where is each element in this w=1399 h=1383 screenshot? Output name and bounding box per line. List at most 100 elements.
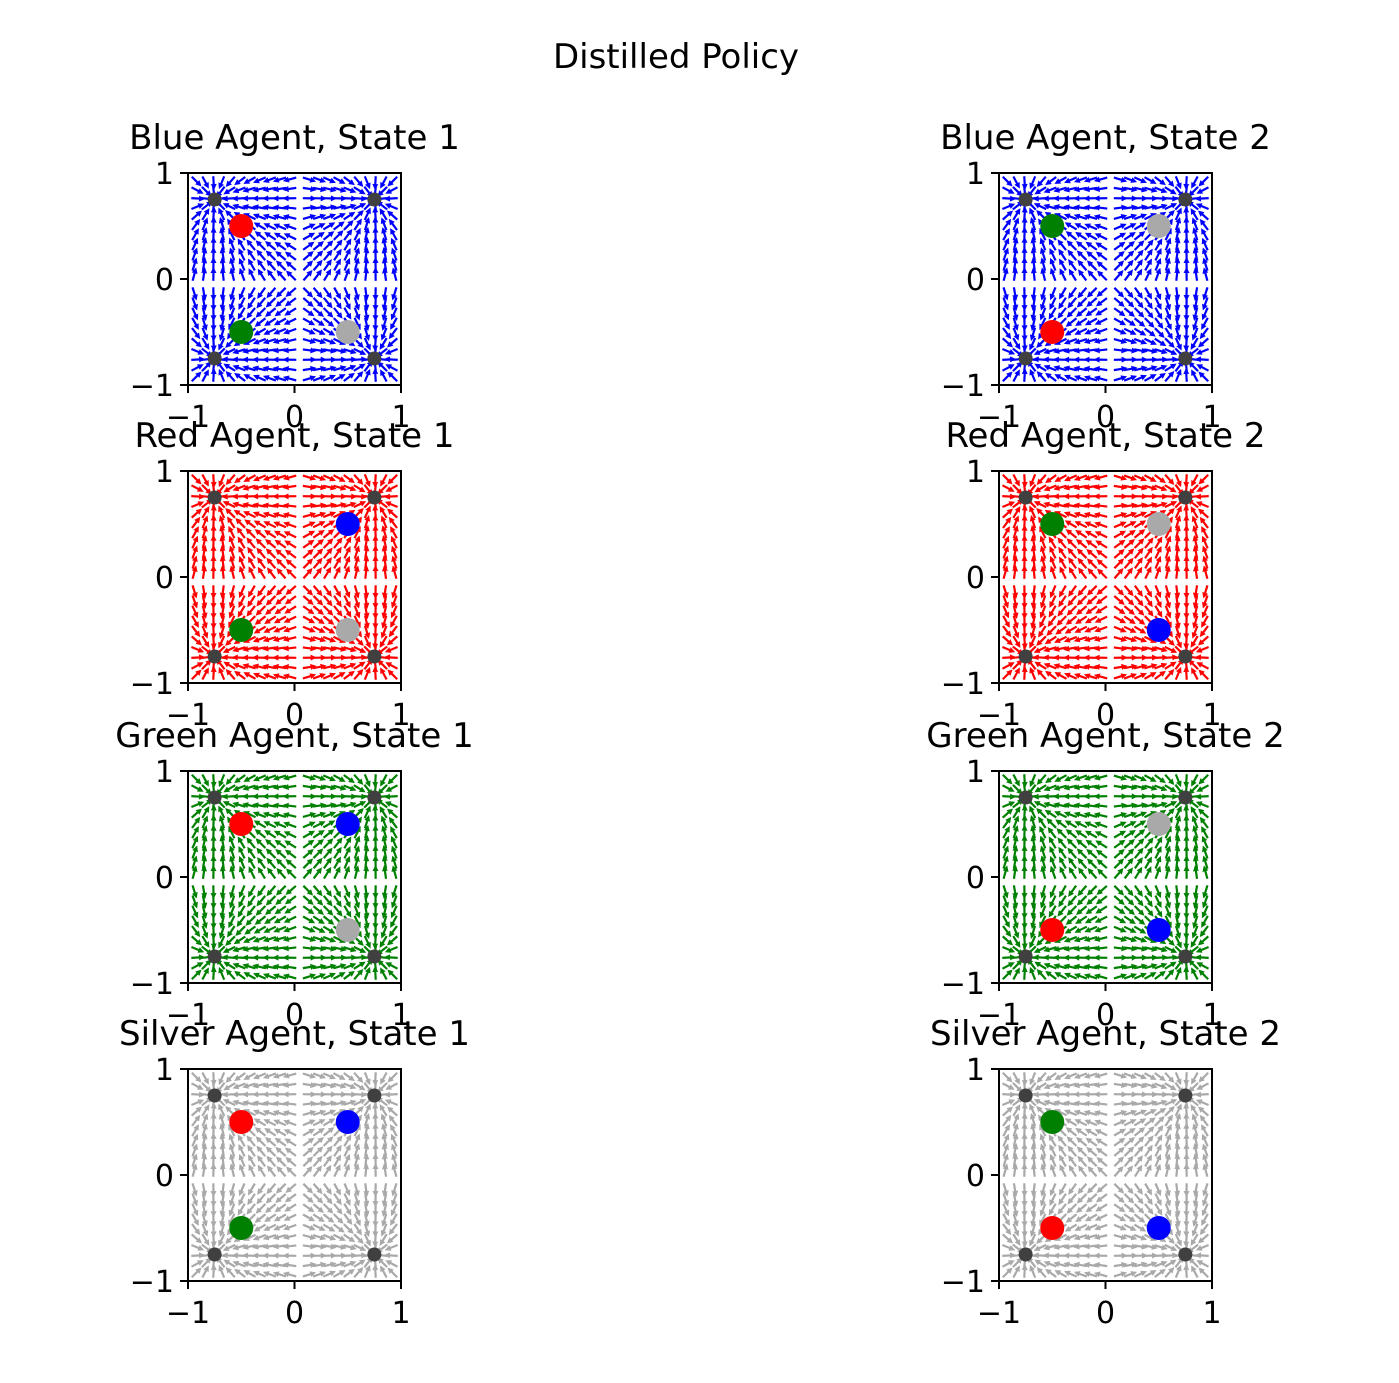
vector-arrowhead (384, 801, 392, 807)
x-tick-label: −1 (977, 400, 1021, 435)
x-tick-label: −1 (977, 698, 1021, 733)
vector-arrowhead (1013, 622, 1019, 629)
vector-arrowhead (1130, 511, 1138, 518)
vector-arrowhead (1073, 663, 1080, 670)
vector-arrowhead (1197, 639, 1205, 646)
vector-arrowhead (357, 180, 364, 188)
vector-arrowhead (381, 612, 388, 619)
vector-arrowhead (1073, 673, 1081, 679)
vector-arrowhead (357, 939, 364, 947)
vector-arrowhead (275, 598, 282, 605)
vector-arrowhead (1130, 375, 1138, 381)
vector-arrowhead (380, 333, 387, 341)
vector-arrowhead (1146, 248, 1153, 256)
vector-arrowhead (1043, 801, 1050, 808)
vector-arrowhead (1021, 623, 1028, 630)
vector-arrowhead (345, 546, 351, 553)
vector-arrowhead (381, 835, 388, 842)
vector-arrowhead (1086, 291, 1094, 298)
vector-arrowhead (262, 204, 269, 211)
vector-arrowhead (1021, 603, 1028, 610)
vector-arrowhead (242, 784, 250, 791)
vector-arrowhead (262, 973, 270, 979)
vector-arrowhead (1040, 257, 1046, 264)
vector-arrowhead (1013, 631, 1020, 639)
vector-arrowhead (243, 937, 250, 943)
vector-arrowhead (326, 599, 333, 607)
vector-arrowhead (1096, 859, 1103, 866)
vector-arrowhead (350, 501, 357, 508)
vector-arrowhead (1156, 238, 1163, 246)
vector-arrowhead (202, 815, 209, 823)
vector-arrowhead (1119, 319, 1127, 326)
vector-arrowhead (356, 218, 362, 226)
vector-arrowhead (363, 612, 370, 620)
vector-arrowhead (1030, 304, 1037, 312)
vector-arrowhead (1190, 506, 1197, 513)
vector-arrowhead (256, 899, 263, 907)
vector-arrowhead (1147, 610, 1154, 617)
y-tick-label: −1 (941, 667, 985, 702)
vector-arrowhead (391, 891, 398, 899)
vector-arrowhead (1032, 654, 1039, 661)
vector-arrowhead (325, 890, 332, 897)
vector-arrowhead (318, 927, 326, 933)
vector-arrowhead (195, 210, 203, 217)
vector-arrowhead (284, 540, 291, 547)
vector-arrowhead (1066, 838, 1073, 845)
vector-arrowhead (1073, 811, 1081, 818)
vector-arrowhead (1083, 186, 1090, 193)
vector-arrowhead (1201, 237, 1208, 245)
vector-arrowhead (1036, 939, 1043, 947)
vector-arrowhead (372, 943, 379, 950)
vector-arrowhead (252, 511, 260, 518)
vector-arrowhead (272, 213, 280, 220)
vector-arrowhead (380, 967, 386, 975)
vector-arrowhead (242, 802, 249, 808)
vector-arrowhead (1096, 559, 1103, 566)
vector-arrowhead (363, 524, 370, 532)
vector-arrowhead (1191, 515, 1198, 523)
vector-arrowhead (252, 502, 259, 509)
vector-arrowhead (381, 602, 388, 609)
vector-arrowhead (1021, 903, 1028, 910)
vector-arrowhead (275, 898, 282, 905)
vector-arrowhead (309, 673, 317, 680)
vector-arrowhead (372, 481, 379, 489)
vector-arrowhead (365, 666, 371, 674)
vector-arrowhead (309, 213, 317, 220)
vector-arrowhead (284, 251, 292, 258)
vector-arrowhead (1043, 187, 1051, 194)
vector-arrowhead (1167, 630, 1173, 638)
vector-arrowhead (273, 627, 280, 633)
vector-arrowhead (1096, 290, 1103, 297)
vector-arrowhead (1120, 375, 1128, 382)
vector-arrowhead (218, 632, 225, 639)
y-tick-label: 1 (966, 455, 985, 490)
vector-arrowhead (191, 555, 198, 563)
vector-arrowhead (1030, 226, 1037, 234)
vector-arrowhead (349, 364, 357, 371)
vector-arrowhead (1055, 819, 1062, 826)
vector-arrowhead (1169, 661, 1177, 668)
vector-arrowhead (309, 627, 316, 633)
vector-arrowhead (1191, 217, 1198, 225)
vector-arrowhead (1077, 589, 1084, 597)
vector-arrowhead (1049, 546, 1055, 553)
vector-arrowhead (221, 654, 228, 661)
vector-arrowhead (1192, 324, 1198, 331)
vector-arrowhead (1156, 303, 1162, 310)
vector-arrowhead (390, 237, 397, 245)
vector-arrowhead (1083, 636, 1091, 643)
vector-arrowhead (196, 662, 204, 668)
panel-title: Green Agent, State 1 (115, 716, 473, 756)
vector-arrowhead (1128, 539, 1136, 546)
vector-arrowhead (1006, 808, 1014, 815)
vector-arrowhead (1140, 672, 1147, 679)
vector-arrowhead (1039, 601, 1046, 609)
vector-arrowhead (283, 319, 291, 325)
vector-arrowhead (330, 347, 337, 354)
vector-arrowhead (284, 242, 291, 249)
vector-arrowhead (218, 505, 224, 513)
vector-arrowhead (1094, 821, 1101, 828)
